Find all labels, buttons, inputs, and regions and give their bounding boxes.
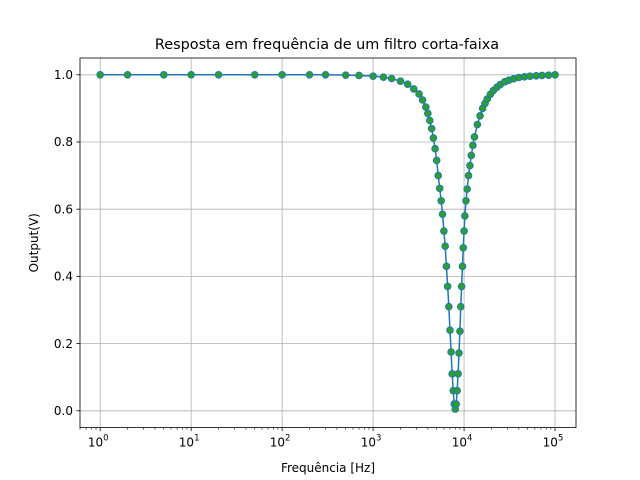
y-tick-label: 0.4 — [54, 270, 73, 284]
data-point — [425, 116, 434, 125]
data-point — [387, 74, 396, 83]
data-point — [461, 212, 469, 220]
data-point — [415, 90, 423, 98]
data-point — [187, 71, 195, 79]
data-point — [526, 72, 534, 80]
data-point — [123, 71, 132, 79]
y-tick-label: 0.8 — [54, 135, 73, 149]
data-point — [457, 282, 466, 291]
data-point — [442, 262, 451, 271]
data-point — [379, 73, 388, 81]
data-point — [159, 71, 168, 79]
y-tick-label: 0.2 — [54, 337, 73, 351]
data-point — [469, 141, 477, 150]
x-axis-title: Frequência [Hz] — [281, 461, 375, 475]
data-point — [341, 71, 350, 79]
y-tick-label: 0.6 — [54, 202, 73, 216]
data-point — [431, 144, 439, 153]
data-point — [470, 133, 479, 141]
data-point — [409, 85, 418, 93]
data-point — [305, 71, 314, 79]
data-point — [441, 242, 449, 250]
data-point — [396, 77, 405, 85]
data-point — [435, 184, 444, 193]
chart-title: Resposta em frequência de um filtro cort… — [155, 37, 499, 53]
data-point — [551, 71, 559, 79]
data-point — [458, 262, 467, 271]
data-point — [466, 161, 474, 170]
y-tick-label: 0.0 — [54, 404, 73, 418]
data-point — [460, 227, 468, 235]
data-point — [446, 326, 454, 334]
x-tick-exponent: 3 — [376, 434, 381, 444]
data-point — [422, 103, 430, 111]
data-point — [462, 197, 470, 205]
data-point — [443, 282, 452, 291]
data-point — [456, 327, 464, 335]
data-point — [369, 72, 377, 80]
data-point — [464, 171, 473, 180]
data-point — [447, 348, 455, 356]
data-point — [437, 197, 445, 205]
data-point — [432, 156, 441, 165]
y-axis: 0.0 0.2 0.4 0.6 0.8 1.0 — [54, 68, 80, 418]
data-point — [418, 96, 427, 104]
x-tick-exponent: 1 — [194, 434, 199, 444]
data-point — [250, 71, 259, 79]
plot-area — [96, 71, 559, 413]
data-point — [445, 302, 453, 311]
data-point — [476, 111, 484, 120]
x-tick-exponent: 0 — [103, 434, 108, 444]
y-tick-label: 1.0 — [54, 68, 73, 82]
data-point — [453, 386, 461, 395]
data-point — [538, 71, 546, 80]
axes-frame — [79, 57, 577, 429]
data-point — [467, 151, 476, 160]
data-point — [473, 120, 482, 129]
data-point — [459, 244, 468, 252]
data-point — [440, 227, 448, 235]
data-point — [96, 71, 104, 79]
data-point — [544, 71, 553, 79]
data-point — [456, 302, 465, 311]
x-tick-exponent: 4 — [467, 434, 472, 444]
data-point — [424, 109, 432, 118]
data-point — [214, 71, 223, 79]
data-point — [427, 124, 436, 133]
data-point — [278, 71, 286, 79]
data-point — [452, 400, 461, 408]
x-tick-exponent: 5 — [558, 434, 563, 444]
y-axis-title: Output(V) — [27, 213, 41, 272]
data-point — [403, 80, 412, 89]
data-point — [455, 349, 463, 357]
data-point — [434, 171, 443, 180]
data-point — [463, 185, 471, 193]
data-point — [429, 134, 438, 142]
data-point — [321, 71, 330, 79]
data-point — [438, 210, 447, 219]
x-tick-exponent: 2 — [285, 434, 290, 444]
data-point — [355, 71, 363, 80]
data-point — [454, 370, 462, 378]
